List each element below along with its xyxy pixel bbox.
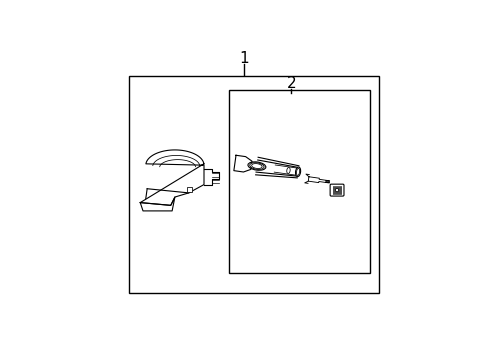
Bar — [129, 76, 379, 293]
Text: 2: 2 — [287, 76, 296, 91]
Text: 1: 1 — [240, 51, 249, 66]
Ellipse shape — [248, 162, 266, 170]
Bar — [187, 187, 193, 192]
Ellipse shape — [335, 188, 339, 192]
Ellipse shape — [250, 163, 264, 170]
Ellipse shape — [295, 167, 301, 177]
Ellipse shape — [287, 167, 290, 174]
FancyBboxPatch shape — [330, 184, 344, 196]
Ellipse shape — [296, 168, 300, 175]
Bar — [229, 90, 370, 273]
Ellipse shape — [252, 163, 262, 168]
